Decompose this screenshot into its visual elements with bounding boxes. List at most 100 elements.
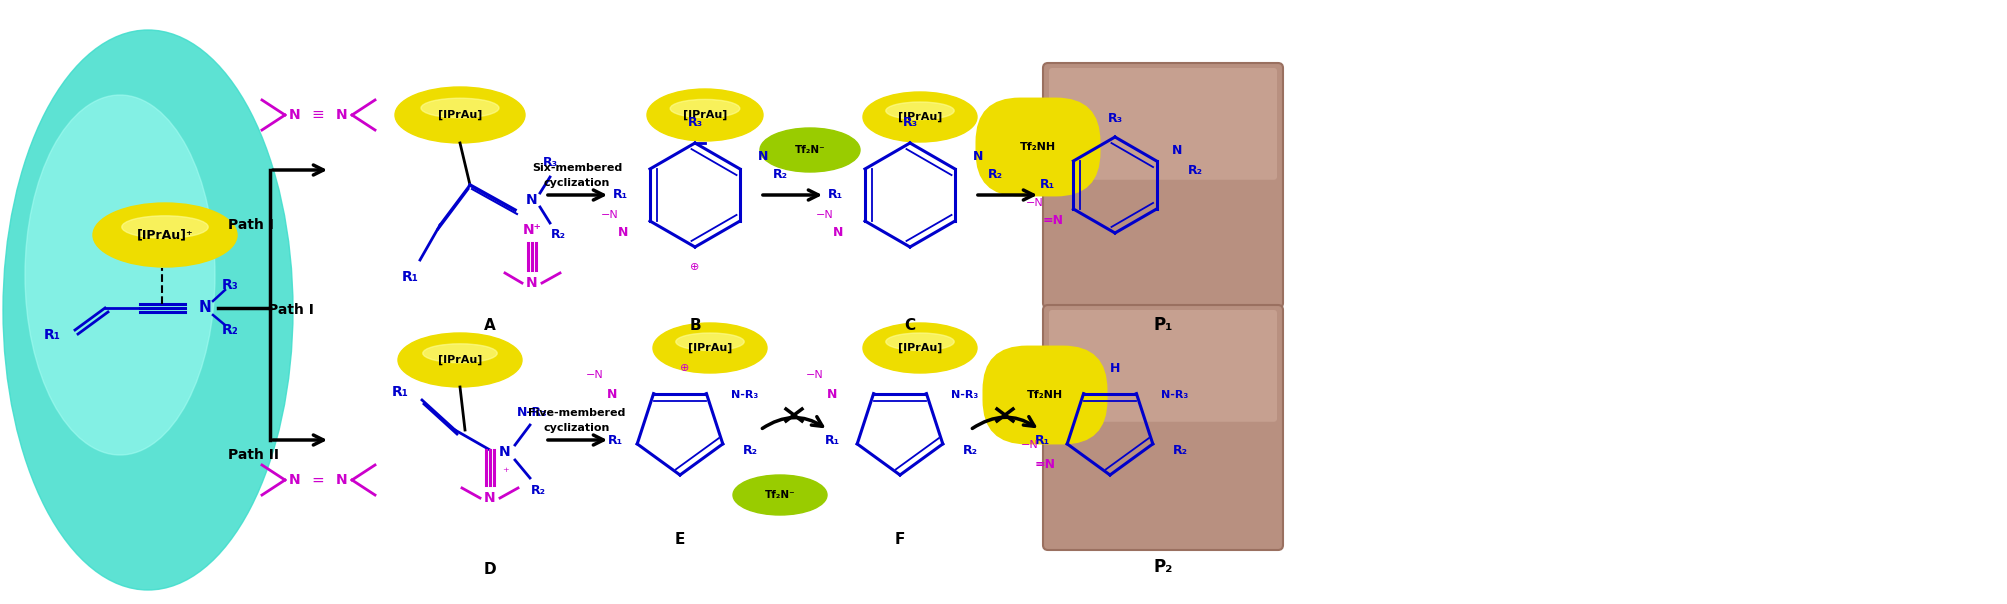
Text: N-R₃: N-R₃ [731, 390, 759, 400]
Text: [IPrAu]: [IPrAu] [688, 343, 733, 353]
Text: Tf₂NH: Tf₂NH [1026, 390, 1062, 400]
Text: R₁: R₁ [612, 188, 628, 202]
Text: ≡: ≡ [311, 108, 325, 123]
Text: Tf₂NH: Tf₂NH [1020, 142, 1056, 152]
Ellipse shape [670, 100, 739, 118]
Text: B: B [688, 318, 700, 332]
Ellipse shape [2, 30, 293, 590]
Text: Six-membered: Six-membered [532, 163, 622, 173]
Text: =N: =N [1034, 458, 1056, 472]
Ellipse shape [421, 98, 500, 118]
Ellipse shape [395, 87, 524, 143]
Text: R₁: R₁ [44, 328, 60, 342]
FancyBboxPatch shape [1048, 68, 1276, 180]
Ellipse shape [863, 323, 977, 373]
Text: N: N [335, 473, 347, 487]
Text: N: N [827, 388, 837, 402]
Ellipse shape [676, 333, 745, 350]
Text: Path I: Path I [267, 303, 313, 317]
Text: R₂: R₂ [743, 443, 757, 457]
Text: N: N [833, 226, 843, 240]
Text: ⁺: ⁺ [502, 466, 508, 478]
Ellipse shape [652, 323, 767, 373]
Text: Five-membered: Five-membered [528, 408, 626, 418]
Text: =N: =N [1042, 213, 1064, 226]
Text: R₁: R₁ [608, 434, 622, 446]
Text: Path II: Path II [229, 448, 279, 462]
FancyBboxPatch shape [1042, 305, 1282, 550]
Text: cyclization: cyclization [544, 423, 610, 433]
Ellipse shape [733, 475, 827, 515]
Text: P₁: P₁ [1152, 316, 1172, 334]
Text: R₂: R₂ [1186, 164, 1202, 176]
Ellipse shape [92, 203, 237, 267]
Text: D: D [484, 562, 496, 577]
Text: A: A [484, 318, 496, 332]
Ellipse shape [646, 89, 763, 141]
Ellipse shape [423, 344, 498, 362]
Text: R₂: R₂ [773, 169, 787, 181]
Text: ⊕: ⊕ [690, 262, 698, 272]
Text: E: E [674, 533, 684, 547]
Text: N: N [199, 301, 211, 315]
FancyBboxPatch shape [1048, 310, 1276, 422]
Text: N-R₃: N-R₃ [951, 390, 977, 400]
Text: R₁: R₁ [401, 270, 417, 284]
Text: P₂: P₂ [1152, 558, 1172, 576]
Text: Tf₂N⁻: Tf₂N⁻ [765, 490, 795, 500]
Text: −N: −N [1022, 440, 1038, 450]
Text: −N: −N [600, 210, 618, 220]
Text: Path I: Path I [229, 218, 273, 232]
Ellipse shape [863, 92, 977, 142]
Text: [IPrAu]⁺: [IPrAu]⁺ [136, 228, 193, 242]
Text: N: N [526, 276, 538, 290]
Text: [IPrAu]: [IPrAu] [897, 343, 941, 353]
Text: N: N [526, 193, 538, 207]
Text: R₂: R₂ [550, 228, 566, 242]
Text: −N: −N [815, 210, 833, 220]
Text: R₃: R₃ [686, 117, 702, 129]
Text: Tf₂N⁻: Tf₂N⁻ [795, 145, 825, 155]
Text: [IPrAu]: [IPrAu] [438, 110, 482, 120]
Text: R₁: R₁ [1040, 179, 1054, 191]
Text: [IPrAu]: [IPrAu] [897, 112, 941, 122]
Text: R₂: R₂ [221, 323, 239, 337]
Text: N-R₃: N-R₃ [516, 405, 548, 419]
Text: F: F [895, 533, 905, 547]
Text: cyclization: cyclization [544, 178, 610, 188]
Text: R₃: R₃ [1108, 112, 1122, 124]
Text: [IPrAu]: [IPrAu] [682, 110, 727, 120]
Text: R₁: R₁ [827, 188, 843, 202]
Text: [IPrAu]: [IPrAu] [438, 355, 482, 365]
Text: N-R₃: N-R₃ [1160, 390, 1188, 400]
Text: ⊕: ⊕ [680, 363, 688, 373]
FancyBboxPatch shape [1042, 63, 1282, 308]
Text: N: N [606, 388, 616, 402]
Text: R₃: R₃ [542, 156, 558, 170]
Text: R₁: R₁ [391, 385, 407, 399]
Text: −N: −N [805, 370, 823, 380]
Text: N: N [971, 150, 983, 164]
Ellipse shape [885, 102, 953, 120]
Text: H: H [1110, 362, 1120, 374]
Text: N: N [484, 491, 496, 505]
Text: N: N [289, 108, 301, 122]
Text: N: N [618, 226, 628, 240]
Text: R₂: R₂ [961, 443, 977, 457]
Text: =: = [311, 472, 325, 487]
Text: R₁: R₁ [825, 434, 839, 446]
Text: N: N [757, 150, 769, 164]
Text: R₁: R₁ [1034, 434, 1050, 446]
Ellipse shape [759, 128, 859, 172]
Text: R₃: R₃ [221, 278, 239, 292]
Text: N: N [500, 445, 510, 459]
Text: N: N [289, 473, 301, 487]
Text: R₂: R₂ [1172, 443, 1186, 457]
Text: N: N [335, 108, 347, 122]
Ellipse shape [397, 333, 522, 387]
Text: N: N [1172, 144, 1182, 156]
Text: R₃: R₃ [901, 117, 917, 129]
Text: N⁺: N⁺ [522, 223, 542, 237]
Text: R₂: R₂ [987, 169, 1001, 181]
Ellipse shape [24, 95, 215, 455]
